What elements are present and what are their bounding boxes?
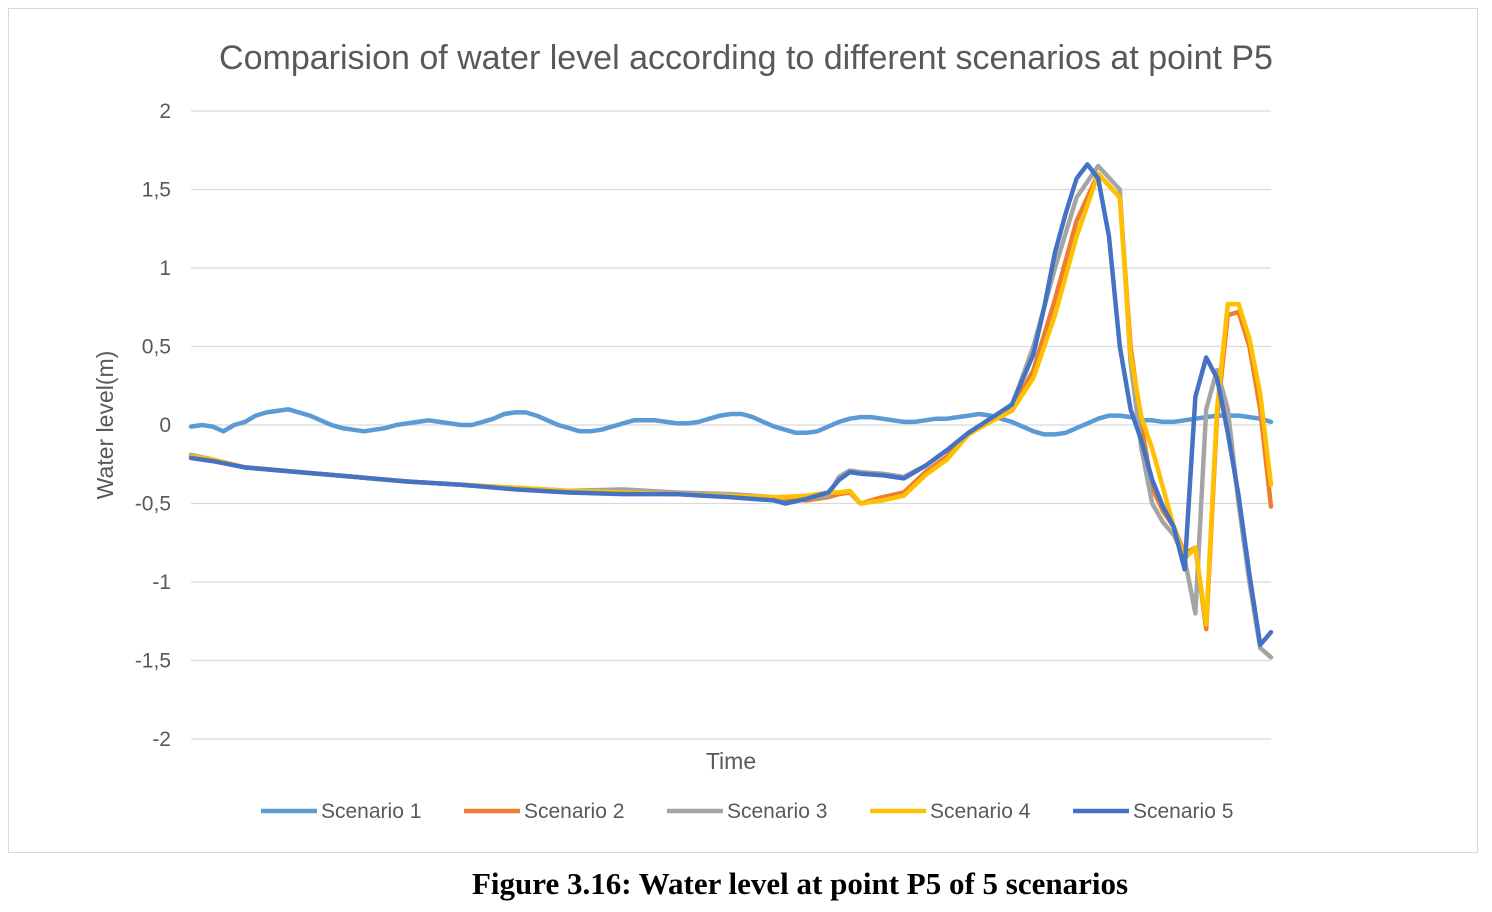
chart-title: Comparision of water level according to … [219,39,1273,77]
legend-label: Scenario 1 [321,800,421,823]
x-axis-title: Time [706,748,756,774]
y-axis-tick-labels: 2 1,5 1 0,5 0 -0,5 -1 -1,5 -2 [135,100,171,751]
legend-label: Scenario 5 [1133,800,1233,823]
series-line-scenario-1 [188,407,1274,437]
y-tick-label: -0,5 [135,493,171,516]
legend-item-scenario-2: Scenario 2 [464,800,624,823]
y-tick-label: 0,5 [142,336,171,359]
line-chart: Comparision of water level according to … [92,39,1274,823]
y-tick-label: 2 [159,100,171,123]
legend-label: Scenario 4 [930,800,1031,823]
legend: Scenario 1 Scenario 2 Scenario 3 Scenario 4… [261,800,1233,823]
y-tick-label: 1,5 [142,179,171,202]
y-tick-label: -1 [152,571,171,594]
gridlines [191,110,1271,740]
series-lines [188,162,1274,660]
legend-label: Scenario 3 [727,800,827,823]
figure-caption: Figure 3.16: Water level at point P5 of … [471,866,1129,901]
y-axis-title: Water level(m) [92,351,118,500]
y-tick-label: 0 [159,414,171,437]
y-tick-label: -1,5 [135,650,171,673]
chart-frame: Comparision of water level according to … [8,8,1478,853]
series-line-scenario-5 [188,162,1274,648]
legend-item-scenario-1: Scenario 1 [261,800,421,823]
legend-label: Scenario 2 [524,800,624,823]
legend-item-scenario-4: Scenario 4 [870,800,1031,823]
y-tick-label: -2 [152,728,171,751]
legend-item-scenario-3: Scenario 3 [667,800,827,823]
legend-item-scenario-5: Scenario 5 [1073,800,1233,823]
y-tick-label: 1 [159,257,171,280]
